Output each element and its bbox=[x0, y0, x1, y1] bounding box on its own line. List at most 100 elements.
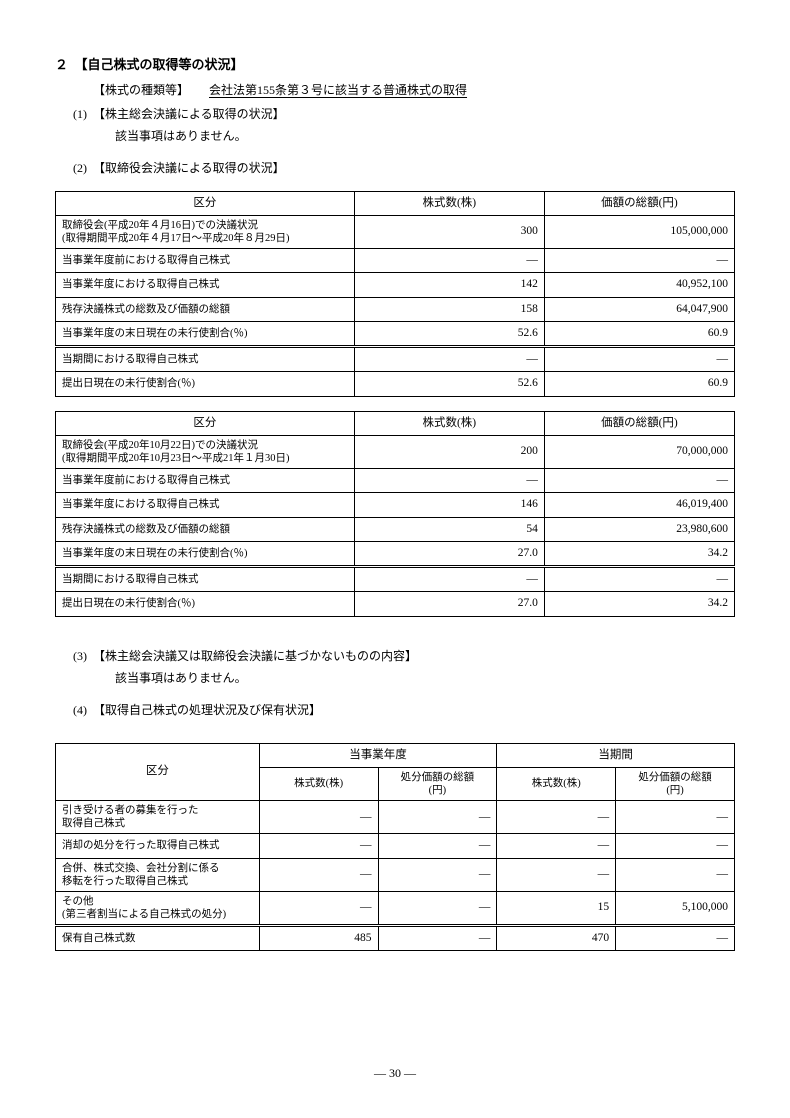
table-cell: ― bbox=[378, 801, 497, 834]
section-2-title: ２ 【自己株式の取得等の状況】 bbox=[55, 55, 735, 75]
table-row-label: 残存決議株式の総数及び価額の総額 bbox=[56, 297, 355, 321]
table-cell: 70,000,000 bbox=[544, 435, 734, 468]
table-cell: ― bbox=[354, 469, 544, 493]
table-cell: 52.6 bbox=[354, 372, 544, 396]
section-number: ２ bbox=[55, 57, 68, 72]
table-cell: 34.2 bbox=[544, 592, 734, 616]
table-row-label: 当事業年度の末日現在の未行使割合(％) bbox=[56, 321, 355, 346]
table-row-label: 当事業年度の末日現在の未行使割合(％) bbox=[56, 541, 355, 566]
table-cell: ― bbox=[259, 834, 378, 858]
table-cell: ― bbox=[616, 858, 735, 891]
table-cell: ― bbox=[544, 567, 734, 592]
table-cell: ― bbox=[616, 801, 735, 834]
table-cell: ― bbox=[259, 891, 378, 925]
table-cell: ― bbox=[544, 469, 734, 493]
table-c-sub2: 処分価額の総額(円) bbox=[378, 767, 497, 800]
table-b-h1: 区分 bbox=[56, 411, 355, 435]
table-cell: 300 bbox=[354, 215, 544, 248]
sub2-title-text: 【取締役会決議による取得の状況】 bbox=[93, 161, 285, 175]
sub4-title: (4) 【取得自己株式の処理状況及び保有状況】 bbox=[73, 701, 735, 719]
sub3-title: (3) 【株主総会決議又は取締役会決議に基づかないものの内容】 bbox=[73, 647, 735, 665]
table-row-label: 引き受ける者の募集を行った取得自己株式 bbox=[56, 801, 260, 834]
table-cell: ― bbox=[544, 249, 734, 273]
table-cell: ― bbox=[378, 891, 497, 925]
table-a-body: 取締役会(平成20年４月16日)での決議状況(取得期間平成20年４月17日～平成… bbox=[56, 215, 735, 396]
table-cell: 470 bbox=[497, 926, 616, 951]
table-row-label: 当期間における取得自己株式 bbox=[56, 347, 355, 372]
table-cell: ― bbox=[354, 567, 544, 592]
table-cell: 46,019,400 bbox=[544, 493, 734, 517]
sub2-num: (2) bbox=[73, 161, 87, 175]
table-cell: ― bbox=[497, 834, 616, 858]
table-cell: 5,100,000 bbox=[616, 891, 735, 925]
table-cell: ― bbox=[497, 858, 616, 891]
table-b-body: 取締役会(平成20年10月22日)での決議状況(取得期間平成20年10月23日～… bbox=[56, 435, 735, 616]
sub4-num: (4) bbox=[73, 703, 87, 717]
table-cell: 158 bbox=[354, 297, 544, 321]
table-c-sub1: 株式数(株) bbox=[259, 767, 378, 800]
table-cell: 485 bbox=[259, 926, 378, 951]
sub2-title: (2) 【取締役会決議による取得の状況】 bbox=[73, 159, 735, 177]
table-cell: ― bbox=[259, 858, 378, 891]
table-cell: 146 bbox=[354, 493, 544, 517]
sub1-title-text: 【株主総会決議による取得の状況】 bbox=[93, 107, 285, 121]
table-cell: 54 bbox=[354, 517, 544, 541]
table-c-sub4: 処分価額の総額(円) bbox=[616, 767, 735, 800]
table-row-label: 提出日現在の未行使割合(％) bbox=[56, 592, 355, 616]
table-cell: 15 bbox=[497, 891, 616, 925]
table-a-h2: 株式数(株) bbox=[354, 191, 544, 215]
share-type-label: 【株式の種類等】 bbox=[93, 81, 189, 99]
table-row-label: 当事業年度前における取得自己株式 bbox=[56, 249, 355, 273]
sub3-num: (3) bbox=[73, 649, 87, 663]
table-c-sub3: 株式数(株) bbox=[497, 767, 616, 800]
table-cell: 64,047,900 bbox=[544, 297, 734, 321]
table-row-label: 合併、株式交換、会社分割に係る移転を行った取得自己株式 bbox=[56, 858, 260, 891]
table-cell: ― bbox=[259, 801, 378, 834]
table-cell: 60.9 bbox=[544, 321, 734, 346]
sub3-body: 該当事項はありません。 bbox=[115, 669, 735, 687]
table-c-h3: 当期間 bbox=[497, 743, 735, 767]
sub1-title: (1) 【株主総会決議による取得の状況】 bbox=[73, 105, 735, 123]
table-cell: ― bbox=[378, 926, 497, 951]
table-cell: ― bbox=[354, 249, 544, 273]
table-row-label: 当期間における取得自己株式 bbox=[56, 567, 355, 592]
sub1-num: (1) bbox=[73, 107, 87, 121]
table-cell: 142 bbox=[354, 273, 544, 297]
share-type-value: 会社法第155条第３号に該当する普通株式の取得 bbox=[209, 81, 467, 99]
page-number: ― 30 ― bbox=[0, 1064, 790, 1082]
table-cell: ― bbox=[544, 347, 734, 372]
table-cell: 23,980,600 bbox=[544, 517, 734, 541]
table-b: 区分 株式数(株) 価額の総額(円) 取締役会(平成20年10月22日)での決議… bbox=[55, 411, 735, 617]
table-cell: ― bbox=[378, 834, 497, 858]
sub1-body: 該当事項はありません。 bbox=[115, 127, 735, 145]
table-b-h3: 価額の総額(円) bbox=[544, 411, 734, 435]
table-cell: 27.0 bbox=[354, 541, 544, 566]
table-cell: 60.9 bbox=[544, 372, 734, 396]
table-cell: 105,000,000 bbox=[544, 215, 734, 248]
table-cell: ― bbox=[497, 801, 616, 834]
table-row-label: 当事業年度前における取得自己株式 bbox=[56, 469, 355, 493]
table-cell: 40,952,100 bbox=[544, 273, 734, 297]
table-b-h2: 株式数(株) bbox=[354, 411, 544, 435]
table-row-label: 残存決議株式の総数及び価額の総額 bbox=[56, 517, 355, 541]
table-row-label: 当事業年度における取得自己株式 bbox=[56, 493, 355, 517]
sub3-title-text: 【株主総会決議又は取締役会決議に基づかないものの内容】 bbox=[93, 649, 417, 663]
table-row-label: 取締役会(平成20年10月22日)での決議状況(取得期間平成20年10月23日～… bbox=[56, 435, 355, 468]
table-c: 区分 当事業年度 当期間 株式数(株) 処分価額の総額(円) 株式数(株) 処分… bbox=[55, 743, 735, 952]
table-c-h2: 当事業年度 bbox=[259, 743, 497, 767]
table-row-label: 提出日現在の未行使割合(％) bbox=[56, 372, 355, 396]
table-cell: ― bbox=[354, 347, 544, 372]
page-container: ２ 【自己株式の取得等の状況】 【株式の種類等】 会社法第155条第３号に該当す… bbox=[0, 0, 790, 1118]
section-title-text: 【自己株式の取得等の状況】 bbox=[75, 57, 244, 72]
table-cell: 52.6 bbox=[354, 321, 544, 346]
table-row-label: 消却の処分を行った取得自己株式 bbox=[56, 834, 260, 858]
table-a-h3: 価額の総額(円) bbox=[544, 191, 734, 215]
table-row-label: その他(第三者割当による自己株式の処分) bbox=[56, 891, 260, 925]
table-a: 区分 株式数(株) 価額の総額(円) 取締役会(平成20年４月16日)での決議状… bbox=[55, 191, 735, 397]
table-c-body: 引き受ける者の募集を行った取得自己株式――――消却の処分を行った取得自己株式――… bbox=[56, 801, 735, 951]
table-cell: ― bbox=[616, 834, 735, 858]
table-row-label: 当事業年度における取得自己株式 bbox=[56, 273, 355, 297]
table-c-h1: 区分 bbox=[56, 743, 260, 801]
table-cell: 34.2 bbox=[544, 541, 734, 566]
table-row-label: 取締役会(平成20年４月16日)での決議状況(取得期間平成20年４月17日～平成… bbox=[56, 215, 355, 248]
